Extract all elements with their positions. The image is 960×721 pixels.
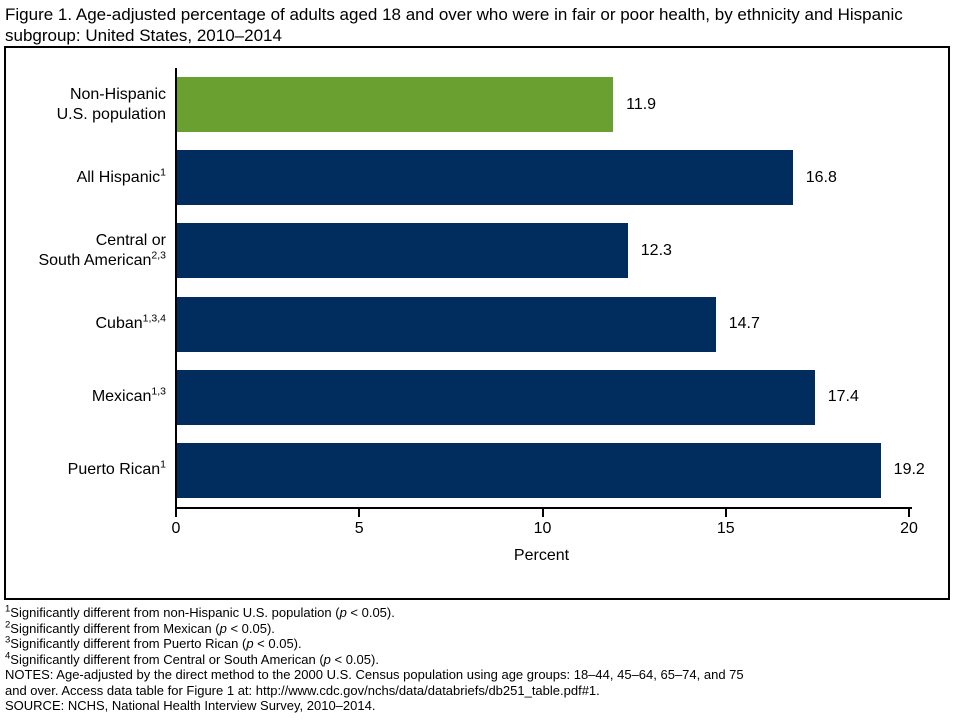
figure-title-line: Figure 1. Age-adjusted percentage of adu… (5, 5, 903, 24)
x-tick-label: 5 (354, 520, 364, 537)
bar (177, 296, 716, 352)
notes-line: NOTES: Age-adjusted by the direct method… (5, 667, 744, 682)
footnote-number: 2 (5, 619, 11, 631)
x-tick-label: 15 (716, 520, 735, 537)
bar (177, 77, 614, 133)
p-value-symbol: p (339, 605, 347, 620)
x-tick (724, 509, 727, 517)
figure-title-line: subgroup: United States, 2010–2014 (5, 26, 282, 45)
x-tick (908, 509, 910, 517)
bar-value-label: 19.2 (893, 461, 925, 479)
bar-value-label: 11.9 (626, 95, 657, 113)
footnote-line: 1Significantly different from non-Hispan… (5, 603, 395, 620)
footnote-line: 3Significantly different from Puerto Ric… (5, 634, 302, 651)
x-tick (175, 509, 177, 517)
footnote-number: 4 (5, 650, 11, 662)
bar (177, 150, 793, 206)
bar-category-label: Cuban1,3,4 (95, 312, 166, 333)
p-value-symbol: p (219, 620, 227, 636)
footnote-marker: 1 (160, 166, 166, 179)
x-tick-label: 10 (533, 520, 552, 537)
x-tick-label: 0 (171, 520, 181, 537)
bar-category-label: Central or South American2,3 (38, 231, 166, 269)
bar-value-label: 17.4 (827, 388, 859, 406)
footnote-marker: 1,3,4 (142, 312, 166, 325)
source-line: SOURCE: NCHS, National Health Interview … (5, 698, 376, 713)
footnote-line: 2Significantly different from Mexican (p… (5, 619, 275, 636)
figure-title: Figure 1. Age-adjusted percentage of adu… (5, 4, 955, 46)
bar-value-label: 14.7 (728, 315, 760, 333)
x-tick (541, 509, 544, 517)
bar (177, 369, 815, 425)
footnotes: 1Significantly different from non-Hispan… (5, 603, 955, 714)
footnote-number: 3 (5, 634, 11, 646)
footnote-line: 4Significantly different from Central or… (5, 650, 379, 667)
footnote-number: 1 (5, 603, 11, 615)
x-axis-line (175, 507, 912, 509)
p-value-symbol: p (246, 636, 254, 651)
chart-frame: Percent 0 5 10 15 20 Non-Hispanic U.S. populat… (4, 46, 950, 600)
footnote-marker: 1 (160, 459, 166, 472)
x-tick (358, 509, 361, 517)
footnote-marker: 1,3 (151, 385, 166, 398)
footnote-marker: 2,3 (151, 249, 166, 262)
x-tick-label: 20 (900, 520, 918, 537)
bar-value-label: 12.3 (640, 241, 672, 259)
bar-category-label: Non-Hispanic U.S. population (56, 85, 166, 123)
bar-category-label: Puerto Rican1 (67, 459, 166, 479)
bar-value-label: 16.8 (805, 168, 837, 186)
bar (177, 223, 628, 279)
bar-category-label: All Hispanic1 (76, 166, 166, 186)
y-axis-line (175, 68, 177, 516)
bar (177, 442, 881, 498)
bar-category-label: Mexican1,3 (91, 385, 166, 406)
notes-line: and over. Access data table for Figure 1… (5, 682, 600, 698)
x-axis-title: Percent (513, 547, 570, 564)
p-value-symbol: p (323, 651, 331, 667)
